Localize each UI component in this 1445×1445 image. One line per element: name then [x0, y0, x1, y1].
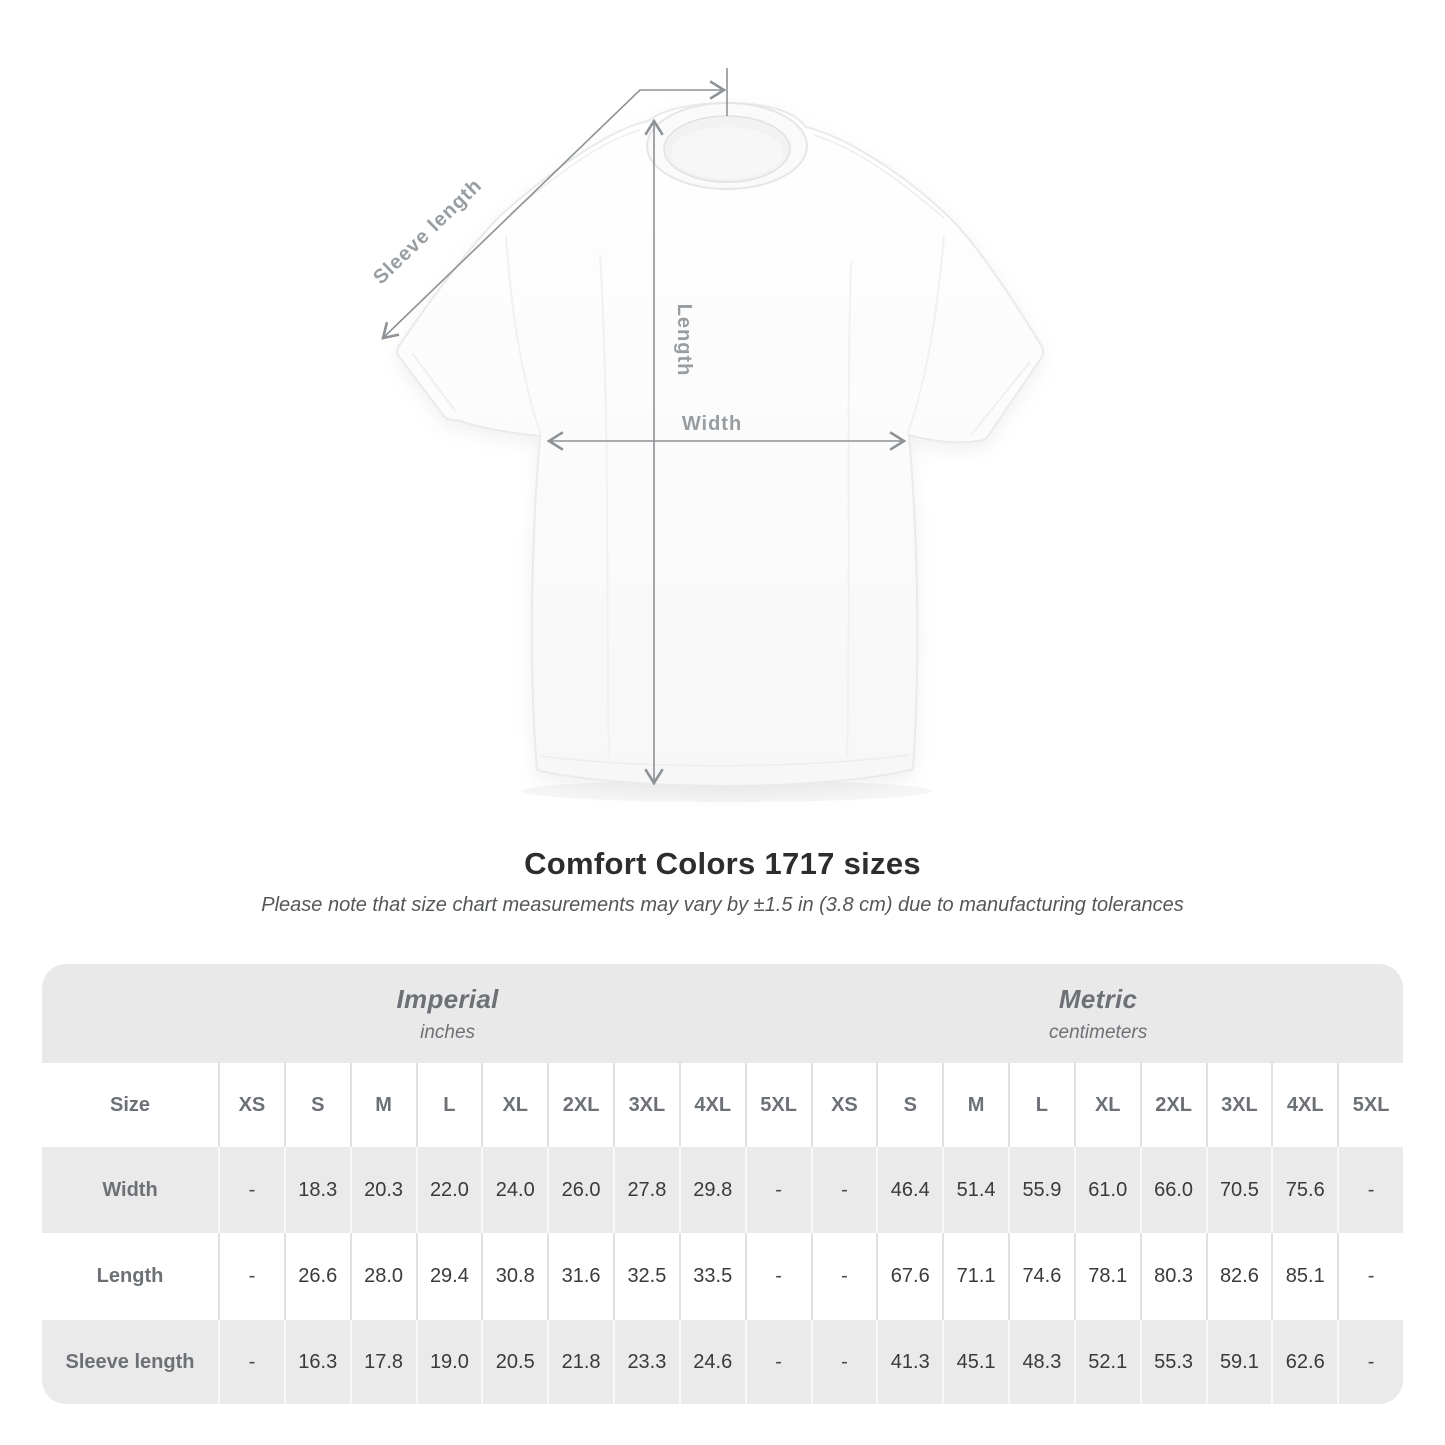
value-cell: 18.3	[283, 1147, 350, 1233]
imperial-header: Imperial inches	[397, 964, 499, 1063]
tshirt-image	[396, 102, 1045, 787]
value-cell: 30.8	[481, 1233, 547, 1320]
value-cell: 32.5	[613, 1233, 679, 1320]
value-cell: -	[744, 1233, 811, 1320]
value-cell: 66.0	[1139, 1147, 1206, 1233]
row-label: Sleeve length	[65, 1350, 195, 1373]
value-cell: 71.1	[942, 1233, 1008, 1320]
value-cell: 55.3	[1139, 1320, 1206, 1404]
value-cell: -	[1337, 1233, 1403, 1320]
value-cell: 16.3	[283, 1320, 350, 1404]
metric-unit: centimeters	[1049, 1021, 1148, 1043]
value-cell: 3XL	[1205, 1063, 1272, 1147]
value-cell: 4XL	[1271, 1063, 1337, 1147]
value-cell: 20.5	[481, 1320, 547, 1404]
value-cell: 55.9	[1008, 1147, 1074, 1233]
value-cell: 26.6	[283, 1233, 350, 1320]
value-cell: 5XL	[744, 1063, 811, 1147]
value-cell: 46.4	[876, 1147, 942, 1233]
value-cell: 51.4	[942, 1147, 1008, 1233]
value-cell: 78.1	[1073, 1233, 1140, 1320]
table-row: Length -26.6 28.0 29.4 30.8 31.6 32.5 33.5- -67.…	[42, 1233, 1403, 1320]
value-cell: XS	[810, 1063, 877, 1147]
row-label: Width	[102, 1178, 158, 1201]
value-cell: 2XL	[547, 1063, 613, 1147]
value-cell: 2XL	[1139, 1063, 1206, 1147]
value-cell: -	[810, 1147, 877, 1233]
value-cell: 17.8	[349, 1320, 416, 1404]
imperial-title: Imperial	[396, 983, 499, 1014]
value-cell: 31.6	[547, 1233, 613, 1320]
value-cell: 22.0	[415, 1147, 482, 1233]
metric-header: Metric centimeters	[1049, 964, 1147, 1063]
value-cell: 85.1	[1271, 1233, 1337, 1320]
value-cell: 27.8	[613, 1147, 679, 1233]
value-cell: XS	[218, 1063, 284, 1147]
size-table-rows: Size XS S M L XL 2XL 3XL 4XL 5XL XS S M L XL 2XL 3XL 4XL 5…	[42, 1063, 1403, 1404]
size-header-row: Size XS S M L XL 2XL 3XL 4XL 5XL XS S M L XL 2XL 3XL 4XL 5…	[42, 1063, 1403, 1147]
value-cell: 29.8	[678, 1147, 745, 1233]
value-cell: M	[349, 1063, 416, 1147]
length-label: Length	[673, 304, 695, 377]
value-cell: 41.3	[876, 1320, 942, 1404]
tolerance-note: Please note that size chart measurements…	[261, 894, 1184, 916]
value-cell: 52.1	[1073, 1320, 1140, 1404]
metric-title: Metric	[1058, 983, 1138, 1014]
value-cell: 61.0	[1073, 1147, 1140, 1233]
page-title: Comfort Colors 1717 sizes	[524, 846, 921, 881]
imperial-unit: inches	[420, 1021, 476, 1043]
width-label: Width	[682, 413, 742, 435]
value-cell: 21.8	[547, 1320, 613, 1404]
value-cell: -	[218, 1320, 284, 1404]
tshirt-measurement-diagram: Sleeve length Length Width	[369, 68, 1045, 787]
value-cell: -	[218, 1147, 284, 1233]
value-cell: 45.1	[942, 1320, 1008, 1404]
value-cell: 70.5	[1205, 1147, 1272, 1233]
value-cell: -	[744, 1320, 811, 1404]
table-row: Width -18.3 20.3 22.0 24.0 26.0 27.8 29.8- -46.4…	[42, 1147, 1403, 1233]
row-label: Length	[96, 1265, 164, 1287]
value-cell: 4XL	[678, 1063, 745, 1147]
value-cell: -	[1337, 1147, 1403, 1233]
value-cell: -	[1337, 1320, 1403, 1404]
value-cell: L	[415, 1063, 482, 1147]
value-cell: L	[1008, 1063, 1074, 1147]
value-cell: 28.0	[349, 1233, 416, 1320]
value-cell: 80.3	[1139, 1233, 1206, 1320]
value-cell: -	[810, 1320, 877, 1404]
value-cell: 74.6	[1008, 1233, 1074, 1320]
value-cell: 29.4	[415, 1233, 482, 1320]
value-cell: XL	[1073, 1063, 1140, 1147]
value-cell: 26.0	[547, 1147, 613, 1233]
value-cell: 23.3	[613, 1320, 679, 1404]
value-cell: XL	[481, 1063, 547, 1147]
value-cell: 33.5	[678, 1233, 745, 1320]
value-cell: 67.6	[876, 1233, 942, 1320]
value-cell: 3XL	[613, 1063, 679, 1147]
value-cell: 82.6	[1205, 1233, 1272, 1320]
measurement-lines	[381, 68, 907, 786]
table-row: Sleeve length -16.3 17.8 19.0 20.5 21.8 23.3 24…	[42, 1320, 1403, 1404]
sleeve-length-arrow	[381, 80, 727, 340]
value-cell: 62.6	[1271, 1320, 1337, 1404]
value-cell: 19.0	[415, 1320, 482, 1404]
value-cell: 20.3	[349, 1147, 416, 1233]
value-cell: S	[283, 1063, 350, 1147]
size-col-header: Size	[109, 1093, 151, 1116]
value-cell: 75.6	[1271, 1147, 1337, 1233]
value-cell: 24.0	[481, 1147, 547, 1233]
value-cell: M	[942, 1063, 1008, 1147]
value-cell: -	[744, 1147, 811, 1233]
value-cell: 48.3	[1008, 1320, 1074, 1404]
unit-header-band: Imperial inches Metric centimeters	[42, 964, 1403, 1063]
value-cell: 5XL	[1337, 1063, 1403, 1147]
value-cell: S	[876, 1063, 942, 1147]
value-cell: -	[218, 1233, 284, 1320]
value-cell: -	[810, 1233, 877, 1320]
value-cell: 24.6	[678, 1320, 745, 1404]
value-cell: 59.1	[1205, 1320, 1272, 1404]
size-table: Imperial inches Metric centimeters Size X…	[42, 964, 1403, 1404]
